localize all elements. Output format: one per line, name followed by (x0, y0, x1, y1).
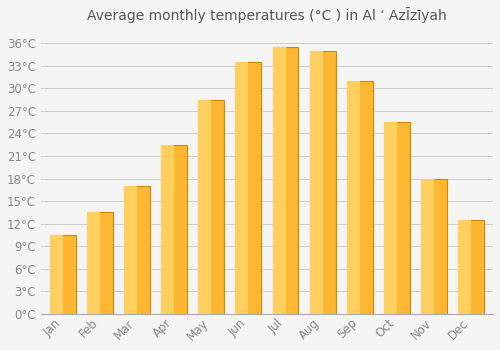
Bar (346, 81, 372, 314)
Bar (458, 220, 484, 314)
Bar (421, 178, 446, 314)
Bar (198, 100, 224, 314)
Title: Average monthly temperatures (°C ) in Al ‘ AzĪzīyah: Average monthly temperatures (°C ) in Al… (87, 7, 447, 23)
Bar (272, 47, 298, 314)
Bar (272, 47, 285, 314)
Bar (384, 122, 409, 314)
Bar (236, 62, 248, 314)
Bar (124, 186, 150, 314)
Bar (88, 212, 100, 314)
Bar (384, 122, 396, 314)
Bar (88, 212, 113, 314)
Bar (310, 51, 322, 314)
Bar (421, 178, 434, 314)
Bar (458, 220, 471, 314)
Bar (310, 51, 336, 314)
Bar (162, 145, 174, 314)
Bar (236, 62, 262, 314)
Bar (346, 81, 360, 314)
Bar (50, 235, 76, 314)
Bar (198, 100, 211, 314)
Bar (50, 235, 63, 314)
Bar (124, 186, 138, 314)
Bar (162, 145, 188, 314)
